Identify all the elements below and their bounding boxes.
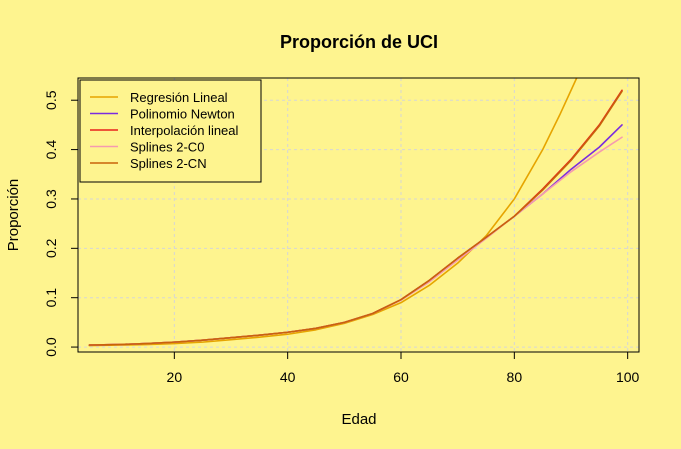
x-tick-label: 80: [507, 369, 523, 385]
y-tick-label: 0.1: [43, 288, 59, 308]
y-axis: 0.0 0.1 0.2 0.3 0.4 0.5: [43, 90, 78, 357]
legend-label-3: Interpolación lineal: [130, 123, 239, 138]
series-line-5: [88, 90, 623, 346]
y-tick-label: 0.0: [43, 337, 59, 357]
plot-frame: [77, 77, 640, 353]
y-tick-label: 0.2: [43, 238, 59, 258]
legend: Regresión Lineal Polinomio NewtonInterpol…: [79, 79, 262, 183]
legend-label-2: Polinomio Newton: [130, 107, 235, 122]
y-axis-label: Proporción: [5, 179, 22, 252]
legend-label-1: Regresión Lineal: [130, 90, 228, 105]
legend-label-5: Splines 2-CN: [130, 156, 207, 171]
series-lines: [88, 78, 623, 347]
grid-lines: [78, 78, 639, 352]
x-axis-label: Edad: [341, 411, 376, 428]
y-tick-label: 0.4: [43, 140, 59, 160]
x-tick-label: 100: [616, 369, 640, 385]
y-tick-label: 0.3: [43, 189, 59, 209]
x-tick-label: 60: [393, 369, 409, 385]
legend-label-4: Splines 2-C0: [130, 140, 204, 155]
series-line-1: [88, 78, 578, 347]
x-tick-label: 40: [280, 369, 296, 385]
legend-box: [79, 79, 262, 183]
chart-title: Proporción de UCI: [280, 32, 438, 52]
x-tick-label: 20: [167, 369, 183, 385]
x-axis: 20 40 60 80 100: [167, 352, 640, 385]
y-tick-label: 0.5: [43, 90, 59, 110]
